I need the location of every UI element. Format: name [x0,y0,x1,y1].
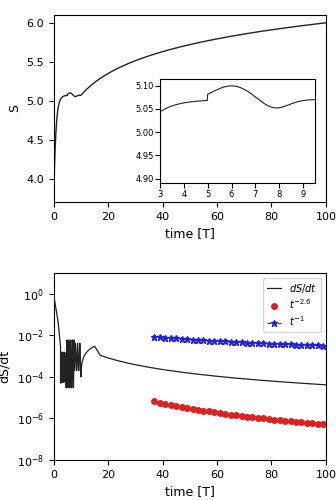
$t^{-1}$ [185,336,189,342]
$dS/dt$ [75,368,79,374]
$t^{-1}$ [207,338,211,344]
$t^{-2.6}$ [283,418,287,424]
$t^{-1}$ [261,340,265,346]
$t^{-1}$ [212,338,216,344]
$t^{-2.6}$ [218,410,222,416]
$dS/dt$ [67,350,71,356]
Line: $t^{-2.6}$: $t^{-2.6}$ [152,398,326,427]
$t^{-1}$ [305,342,309,348]
$t^{-1}$ [245,340,249,345]
$t^{-2.6}$ [153,398,157,404]
$t^{-2.6}$ [240,413,244,419]
$t^{-2.6}$ [267,416,271,422]
$dS/dt$ [64,350,68,356]
$dS/dt$ [56,320,60,326]
$t^{-1}$ [321,342,325,348]
$t^{-2.6}$ [228,412,233,418]
$t^{-1}$ [250,340,254,346]
$t^{-1}$ [294,342,298,347]
$t^{-2.6}$ [180,404,184,410]
$t^{-2.6}$ [256,415,260,421]
$t^{-2.6}$ [212,409,216,415]
$t^{-1}$ [163,334,167,340]
$t^{-2.6}$ [294,419,298,425]
$t^{-2.6}$ [289,418,293,424]
$t^{-2.6}$ [174,403,178,409]
$t^{-1}$ [180,336,184,342]
$t^{-1}$ [158,334,162,340]
$t^{-2.6}$ [196,406,200,412]
$t^{-2.6}$ [191,406,195,412]
$t^{-2.6}$ [169,402,173,408]
X-axis label: time [T]: time [T] [165,486,215,498]
$t^{-1}$ [191,336,195,342]
$t^{-2.6}$ [163,400,167,406]
Y-axis label: S: S [8,104,21,112]
$t^{-1}$ [223,338,227,344]
$t^{-1}$ [310,342,314,348]
$t^{-1}$ [272,340,276,346]
$t^{-1}$ [316,342,320,348]
X-axis label: time [T]: time [T] [165,228,215,240]
$t^{-2.6}$ [185,405,189,411]
$t^{-2.6}$ [202,408,206,414]
$t^{-1}$ [256,340,260,346]
$t^{-2.6}$ [278,417,282,423]
$t^{-2.6}$ [272,416,276,422]
$t^{-2.6}$ [299,420,303,426]
$t^{-1}$ [289,342,293,347]
$dS/dt$ [70,338,74,344]
$t^{-2.6}$ [158,400,162,406]
$dS/dt$ [52,292,56,298]
$t^{-1}$ [202,337,206,343]
$t^{-2.6}$ [310,420,314,426]
$t^{-1}$ [283,341,287,347]
$t^{-2.6}$ [234,412,238,418]
$t^{-1}$ [174,336,178,342]
$t^{-2.6}$ [207,408,211,414]
Line: $t^{-1}$: $t^{-1}$ [151,333,327,349]
$t^{-1}$ [278,341,282,347]
Line: $dS/dt$: $dS/dt$ [54,296,326,388]
$t^{-1}$ [240,340,244,345]
$t^{-2.6}$ [261,416,265,422]
$t^{-1}$ [267,340,271,346]
$dS/dt$ [324,382,328,388]
$dS/dt$ [64,385,68,391]
$dS/dt$ [68,362,72,368]
$t^{-1}$ [169,335,173,341]
$t^{-2.6}$ [245,414,249,420]
$t^{-1}$ [218,338,222,344]
Legend: $dS/dt$, $t^{-2.6}$, $t^{-1}$: $dS/dt$, $t^{-2.6}$, $t^{-1}$ [263,278,321,332]
$t^{-1}$ [299,342,303,348]
$t^{-1}$ [228,338,233,344]
$t^{-1}$ [153,334,157,340]
$t^{-2.6}$ [305,420,309,426]
$t^{-1}$ [234,339,238,345]
$t^{-2.6}$ [223,411,227,417]
$t^{-2.6}$ [250,414,254,420]
$t^{-2.6}$ [316,421,320,427]
$t^{-1}$ [196,337,200,343]
Y-axis label: dS/dt: dS/dt [0,350,11,383]
$t^{-2.6}$ [321,422,325,428]
